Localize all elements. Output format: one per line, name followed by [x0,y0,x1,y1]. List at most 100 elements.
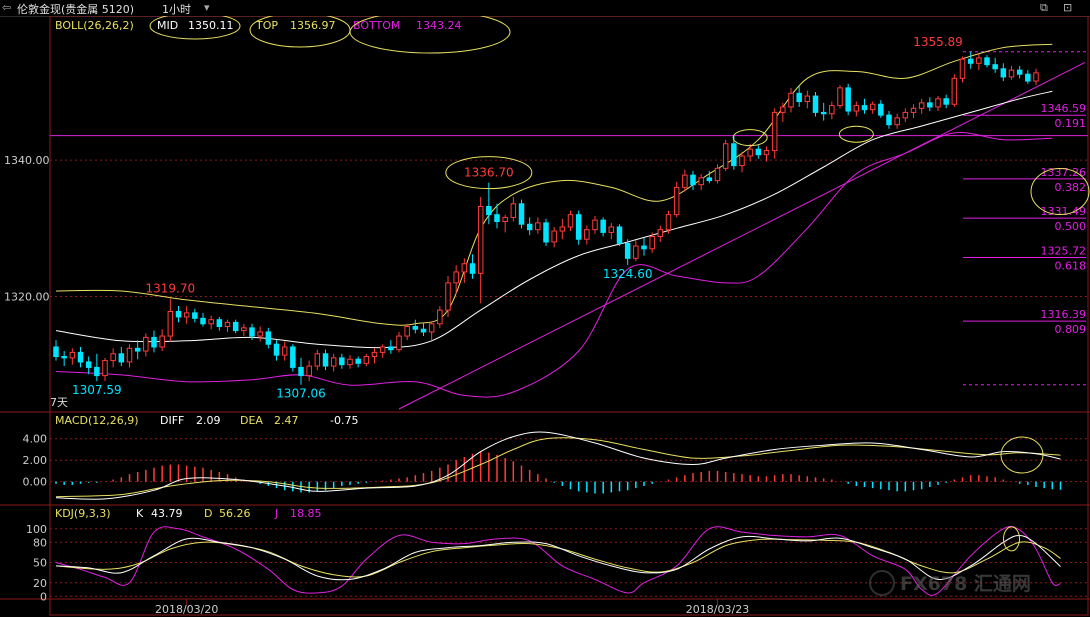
candle-body [339,357,345,366]
kdj-y-tick: 0 [40,590,47,603]
minimize-icon[interactable]: ⧉ [1040,1,1048,14]
macd-diff-line [55,431,1061,500]
candle-body [175,311,182,318]
candle-body [183,312,190,318]
boll-name: BOLL(26,26,2) [55,19,134,32]
period-selector[interactable]: 1小时 [162,3,191,16]
candle-body [690,174,696,186]
candle-body [77,351,84,363]
macd-hist-value: -0.75 [330,414,358,427]
boll-mid-value: 1350.11 [188,19,234,32]
candle-body [200,317,206,325]
candle-body [951,77,958,105]
candle-body [943,98,949,105]
candle-body [224,321,231,327]
candle-body [600,219,606,233]
macd-y-tick: 0.00 [23,476,48,489]
fib-price-label: 1325.72 [1041,245,1087,258]
price-y-tick: 1320.00 [4,291,50,304]
candle-body [551,230,557,243]
candle-body [126,347,133,363]
candle-body [1033,72,1039,82]
price-annotation: 1319.70 [146,282,196,296]
candle-body [1025,73,1031,82]
price-annotation: 1336.70 [464,166,514,180]
kdj-d-value: 56.26 [219,507,251,520]
fib-price-label: 1337.26 [1041,166,1087,179]
annot-circle-kdj [1003,526,1020,552]
candle-body [812,95,819,113]
candle-body [992,64,998,70]
annot-circle-mid [149,16,241,40]
candle-body [102,360,108,377]
candle-body [257,331,263,337]
annot-circle [838,125,874,143]
fib-ratio-label: 0.191 [1055,117,1087,130]
candle-body [134,347,141,352]
candle-body [241,327,247,332]
macd-diff-value: 2.09 [196,414,221,427]
candle-body [722,143,729,169]
candle-body [167,311,174,337]
annot-circle-high [445,156,533,190]
candle-body [428,323,435,333]
back-icon[interactable]: ⇦ [2,1,12,14]
candle-body [420,328,427,333]
candle-body [53,346,59,358]
candle-body [984,57,990,66]
x-tick-label: 2018/03/20 [155,603,218,616]
macd-y-tick: 2.00 [23,454,48,467]
candle-body [526,223,533,231]
fib-ratio-label: 0.500 [1055,220,1087,233]
candle-body [363,356,370,364]
candle-body [771,111,778,152]
candle-body [731,143,737,167]
macd-dea-value: 2.47 [274,414,299,427]
candle-body [306,365,312,377]
candle-body [445,282,451,311]
watermark-text: FX678 汇通网 [900,573,1031,595]
candle-body [592,219,598,231]
price-annotation: 1307.59 [72,383,122,397]
candle-body [878,103,884,116]
dropdown-icon[interactable]: ▾ [204,1,210,14]
candle-body [1016,69,1023,75]
annot-circle-macd [1000,436,1044,474]
candle-body [853,105,860,112]
boll-bottom-value: 1343.24 [416,19,462,32]
kdj-j-label: J [274,507,278,520]
macd-dea-line [55,437,1061,498]
watermark: FX678 汇通网 [869,570,1031,596]
candle-body [673,186,680,216]
kdj-d-line [55,538,1061,578]
candle-body [967,58,974,64]
candle-body [804,95,811,103]
candle-body [682,174,688,188]
candle-body [232,321,239,332]
candle-body [755,148,762,156]
kdj-k-value: 43.79 [151,507,183,520]
candle-body [379,346,386,353]
candle-body [698,177,704,186]
candle-body [159,335,165,348]
close-icon[interactable]: ⊡ [1063,1,1073,14]
fib-price-label: 1346.59 [1041,102,1087,115]
corner-label: 7天 [50,396,68,409]
candle-body [788,92,794,108]
annot-circle-bottom [349,16,511,54]
candle-body [290,346,296,368]
chart-frame [49,16,1089,616]
candle-body [861,105,868,111]
x-tick-label: 2018/03/23 [686,603,749,616]
candle-body [281,346,288,356]
candle-body [494,214,500,223]
candle-body [845,87,851,112]
candle-body [208,319,214,325]
candle-body [649,236,655,250]
macd-name: MACD(12,26,9) [55,414,139,427]
candle-body [412,326,419,330]
macd-y-tick: 4.00 [23,433,48,446]
candle-body [616,226,623,244]
fib-price-label: 1331.49 [1041,205,1087,218]
